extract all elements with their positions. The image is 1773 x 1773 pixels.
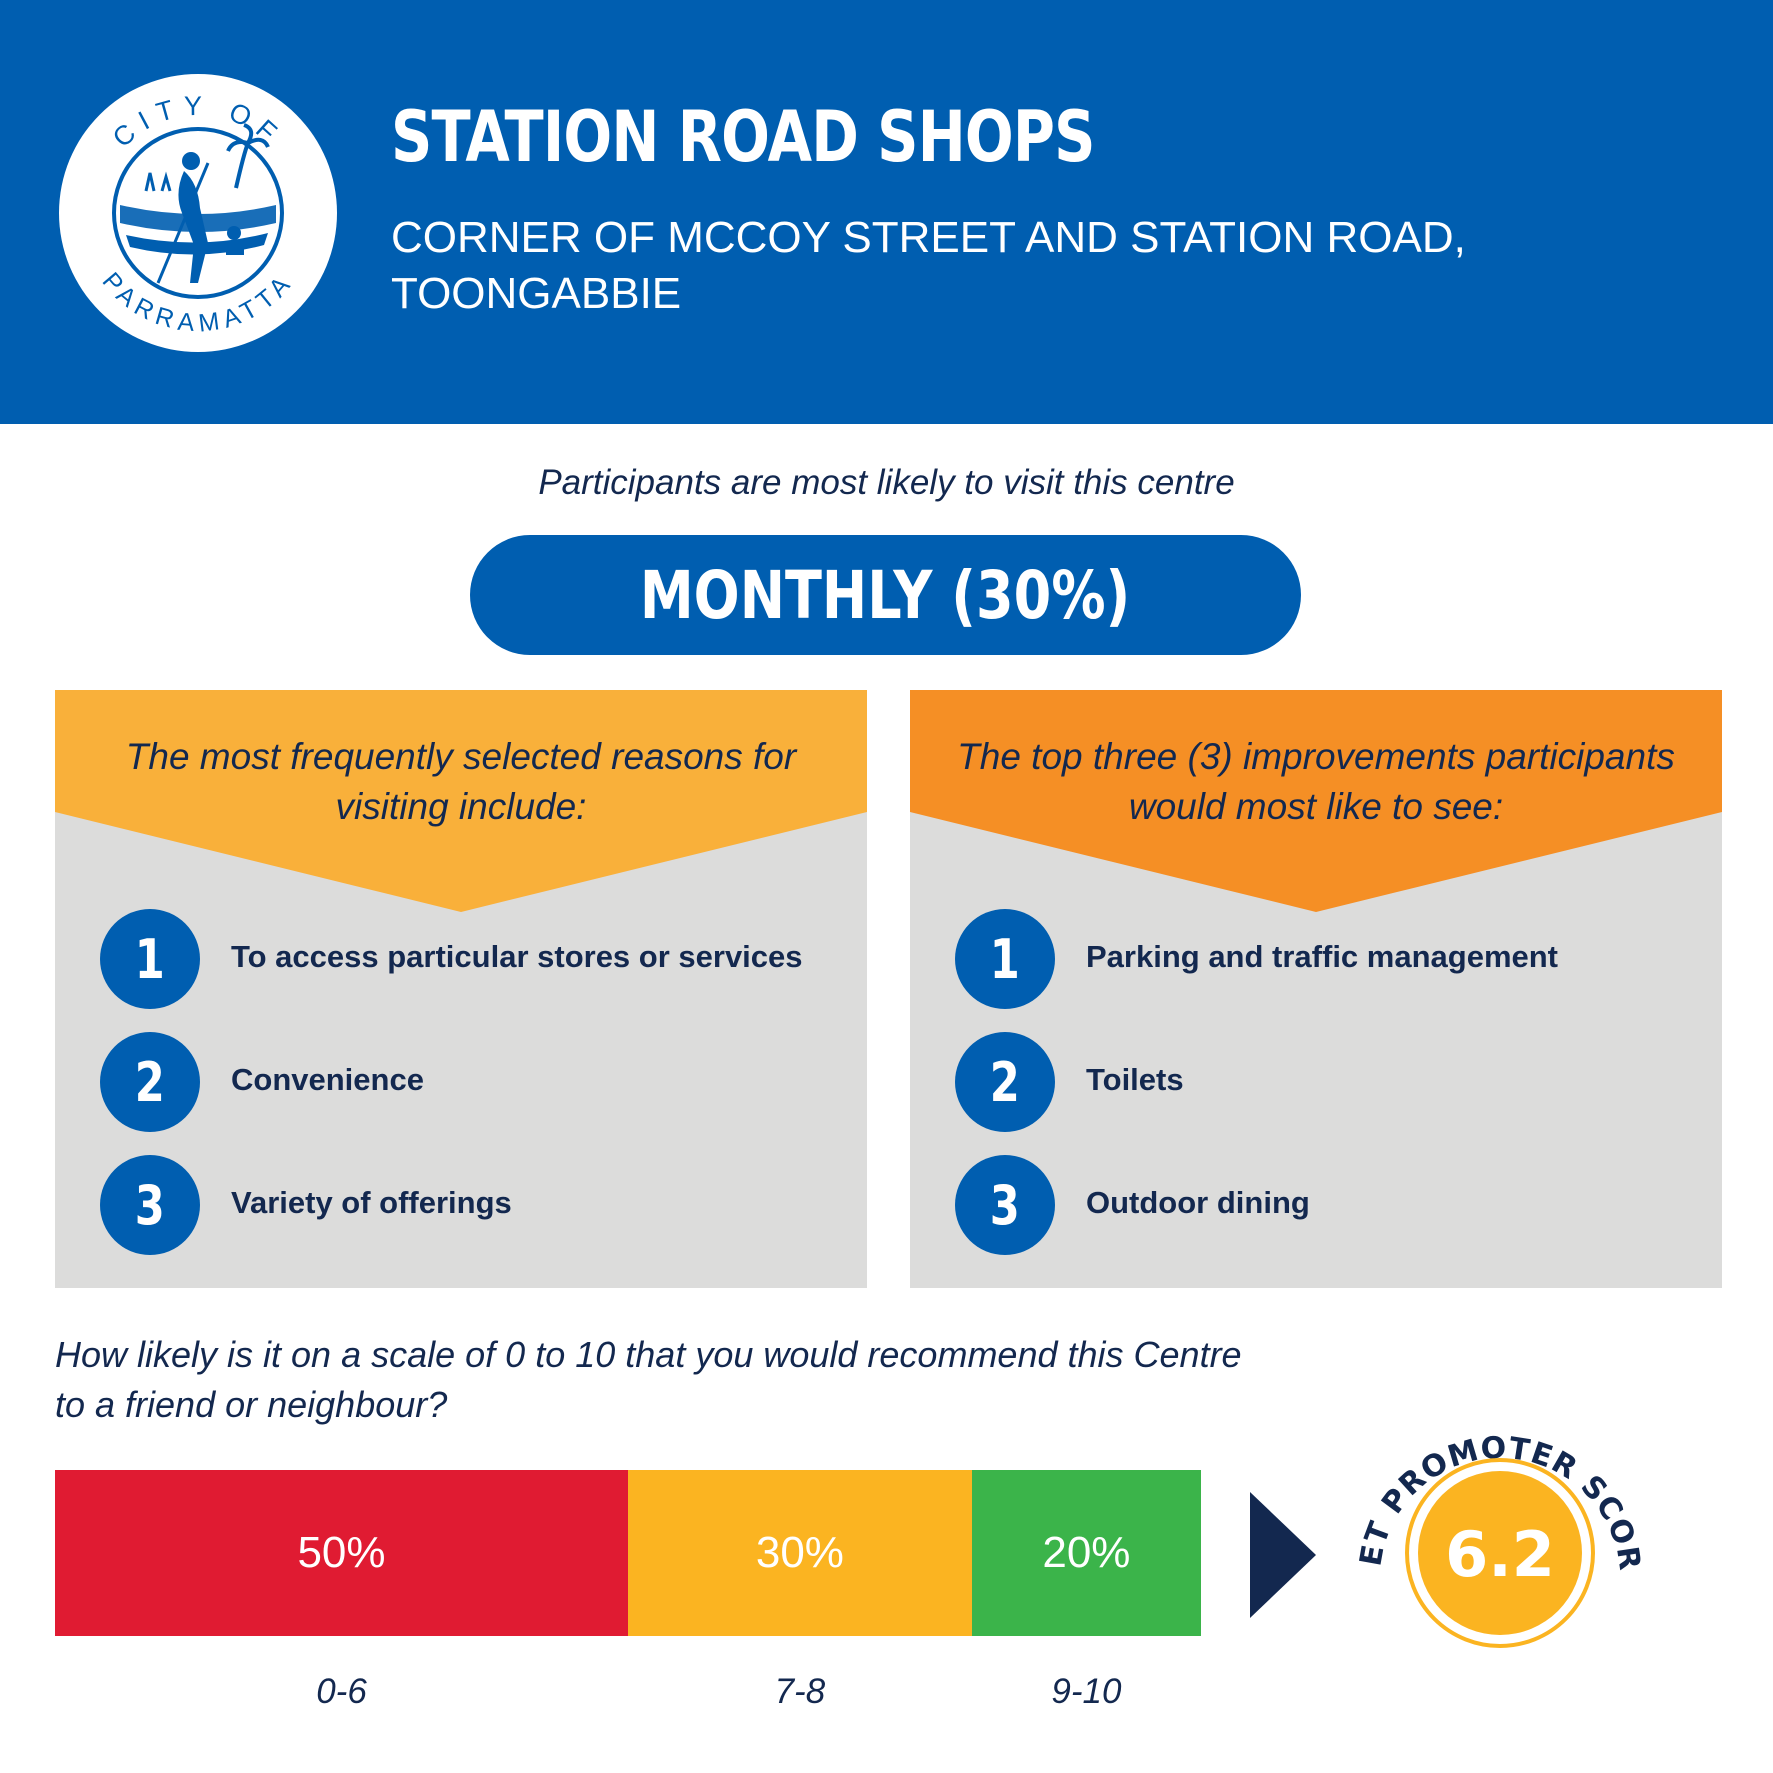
net-promoter-score-badge: NET PROMOTER SCORE 6.2 — [1340, 1408, 1646, 1648]
nps-value: 6.2 — [1445, 1518, 1555, 1591]
list-item: 3 Outdoor dining — [955, 1155, 1705, 1255]
header: CITY OF PARRAMATTA STATION ROAD SHOPS CO… — [0, 0, 1773, 424]
list-item: 2 Convenience — [100, 1032, 850, 1132]
visit-frequency-pill: MONTHLY (30%) — [470, 535, 1301, 655]
reasons-banner — [55, 690, 867, 912]
rank-badge: 3 — [100, 1155, 200, 1255]
improvement-label: Outdoor dining — [1086, 1185, 1310, 1220]
improvements-heading: The top three (3) improvements participa… — [957, 736, 1675, 827]
segment-percent: 30% — [755, 1528, 844, 1577]
reason-label: Convenience — [231, 1062, 424, 1097]
reasons-heading: The most frequently selected reasons for… — [125, 736, 797, 827]
seal-figure-icon — [120, 123, 276, 284]
improvements-banner — [910, 690, 1722, 912]
list-item: 1 To access particular stores or service… — [100, 909, 850, 1009]
reason-label: To access particular stores or services — [231, 939, 803, 974]
reasons-panel: The most frequently selected reasons for… — [55, 690, 867, 1288]
list-item: 3 Variety of offerings — [100, 1155, 850, 1255]
segment-percent: 20% — [1042, 1528, 1131, 1577]
rank-badge: 2 — [100, 1032, 200, 1132]
rank-badge: 1 — [955, 909, 1055, 1009]
improvement-label: Parking and traffic management — [1086, 939, 1559, 974]
list-item: 2 Toilets — [955, 1032, 1705, 1132]
recommend-question: How likely is it on a scale of 0 to 10 t… — [55, 1334, 1242, 1425]
visit-intro-text: Participants are most likely to visit th… — [538, 463, 1235, 502]
improvement-label: Toilets — [1086, 1062, 1184, 1097]
score-segment-promoters: 20% — [971, 1470, 1201, 1636]
list-item: 1 Parking and traffic management — [955, 909, 1705, 1009]
improvements-panel: The top three (3) improvements participa… — [910, 690, 1722, 1288]
arrow-right-icon — [1250, 1492, 1316, 1618]
segment-range-label: 9-10 — [1051, 1672, 1122, 1711]
rank-badge: 1 — [100, 909, 200, 1009]
reason-label: Variety of offerings — [231, 1185, 512, 1220]
city-of-parramatta-logo: CITY OF PARRAMATTA — [59, 74, 337, 352]
segment-range-label: 7-8 — [774, 1672, 826, 1711]
rank-badge: 2 — [955, 1032, 1055, 1132]
segment-percent: 50% — [297, 1528, 386, 1577]
location-subtitle: CORNER OF MCCOY STREET AND STATION ROAD,… — [391, 213, 1466, 318]
page-title: STATION ROAD SHOPS — [391, 96, 1095, 178]
rank-badge: 3 — [955, 1155, 1055, 1255]
visit-frequency-value: MONTHLY (30%) — [640, 556, 1131, 634]
segment-range-label: 0-6 — [316, 1672, 367, 1711]
score-segment-passives: 30% — [628, 1470, 972, 1636]
score-segment-detractors: 50% — [55, 1470, 628, 1636]
